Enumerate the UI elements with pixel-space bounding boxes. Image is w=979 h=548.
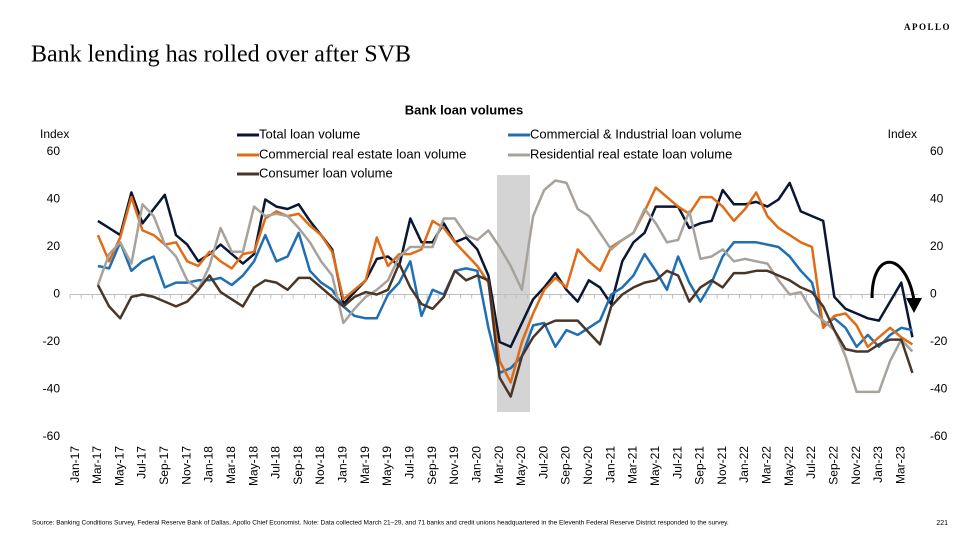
footnote: Source: Banking Conditions Survey, Feder…: [32, 520, 729, 527]
x-tick-label: Nov-19: [447, 446, 461, 485]
x-tick-label: Mar-22: [760, 446, 774, 484]
legend-label: Consumer loan volume: [259, 165, 393, 180]
y2-tick-label: 40: [930, 192, 944, 206]
chart-title: Bank loan volumes: [405, 102, 523, 117]
x-tick-label: Nov-22: [849, 446, 863, 485]
x-tick-label: Nov-21: [715, 446, 729, 485]
y2-axis-label: Index: [888, 127, 917, 141]
y2-tick-label: 0: [930, 287, 937, 301]
x-tick-label: Jul-21: [670, 446, 684, 479]
x-tick-label: Mar-17: [90, 446, 104, 484]
series-line: [96, 262, 914, 398]
y2-tick-label: 20: [930, 239, 944, 253]
brand: APOLLO: [904, 22, 951, 32]
plot-area: -60 -40 -20 0 20 40 60 -60 -40 -20 0 20 40 60 Jan-17 Ma…: [43, 144, 948, 486]
x-tick-label: Mar-23: [893, 446, 907, 484]
series-line: [96, 186, 914, 384]
x-tick-label: Jan-19: [336, 446, 350, 483]
annotation-arrow: [870, 260, 916, 301]
y-tick-label: -60: [43, 429, 61, 443]
x-tick-label: Nov-17: [179, 446, 193, 485]
x-tick-label: Jul-19: [402, 446, 416, 479]
x-tick-label: Jul-17: [135, 446, 149, 479]
x-tick-label: Jul-20: [536, 446, 550, 479]
y-tick-label: -20: [43, 334, 61, 348]
x-tick-label: Nov-18: [313, 446, 327, 485]
y-axis-label: Index: [40, 127, 69, 141]
x-tick-label: May-20: [514, 446, 528, 486]
x-tick-label: Mar-18: [224, 446, 238, 484]
x-tick-label: Jan-23: [871, 446, 885, 483]
y2-tick-label: 60: [930, 144, 944, 158]
x-tick-label: May-19: [380, 446, 394, 486]
page-number: 221: [936, 520, 948, 527]
y2-tick-label: -60: [930, 429, 948, 443]
x-tick-label: May-17: [112, 446, 126, 486]
x-tick-label: Jul-22: [804, 446, 818, 479]
x-tick-label: Mar-19: [358, 446, 372, 484]
x-tick-label: Jan-18: [202, 446, 216, 483]
x-tick-label: Sep-17: [157, 446, 171, 485]
x-tick-label: Mar-21: [626, 446, 640, 484]
x-tick-label: Sep-21: [693, 446, 707, 485]
x-tick-label: May-18: [246, 446, 260, 486]
legend-label: Total loan volume: [259, 126, 360, 141]
x-tick-label: Jul-18: [269, 446, 283, 479]
x-tick-label: Sep-19: [425, 446, 439, 485]
series-line: [97, 181, 914, 349]
x-tick-label: Sep-20: [559, 446, 573, 485]
y-tick-label: 40: [47, 192, 61, 206]
y-tick-label: -40: [43, 382, 61, 396]
x-tick-label: Mar-20: [492, 446, 506, 484]
x-tick-label: Jan-21: [603, 446, 617, 483]
y2-tick-label: -40: [930, 382, 948, 396]
legend-label: Commercial & Industrial loan volume: [530, 126, 742, 141]
legend-label: Residential real estate loan volume: [530, 146, 732, 161]
page-title: Bank lending has rolled over after SVB: [31, 42, 411, 68]
y-tick-label: 0: [53, 287, 60, 301]
x-tick-label: May-21: [648, 446, 662, 486]
x-tick-label: Sep-18: [291, 446, 305, 485]
x-tick-label: Jan-17: [68, 446, 82, 483]
legend-label: Commercial real estate loan volume: [259, 146, 466, 161]
x-tick-label: Jan-20: [469, 446, 483, 483]
x-tick-label: May-22: [782, 446, 796, 486]
x-tick-label: Jan-22: [737, 446, 751, 483]
y-tick-label: 20: [47, 239, 61, 253]
y-tick-label: 60: [47, 144, 61, 158]
series-line: [96, 179, 914, 394]
x-tick-label: Nov-20: [581, 446, 595, 485]
y2-tick-label: -20: [930, 334, 948, 348]
annotation-arrowhead: [906, 298, 922, 313]
x-tick-label: Sep-22: [826, 446, 840, 485]
